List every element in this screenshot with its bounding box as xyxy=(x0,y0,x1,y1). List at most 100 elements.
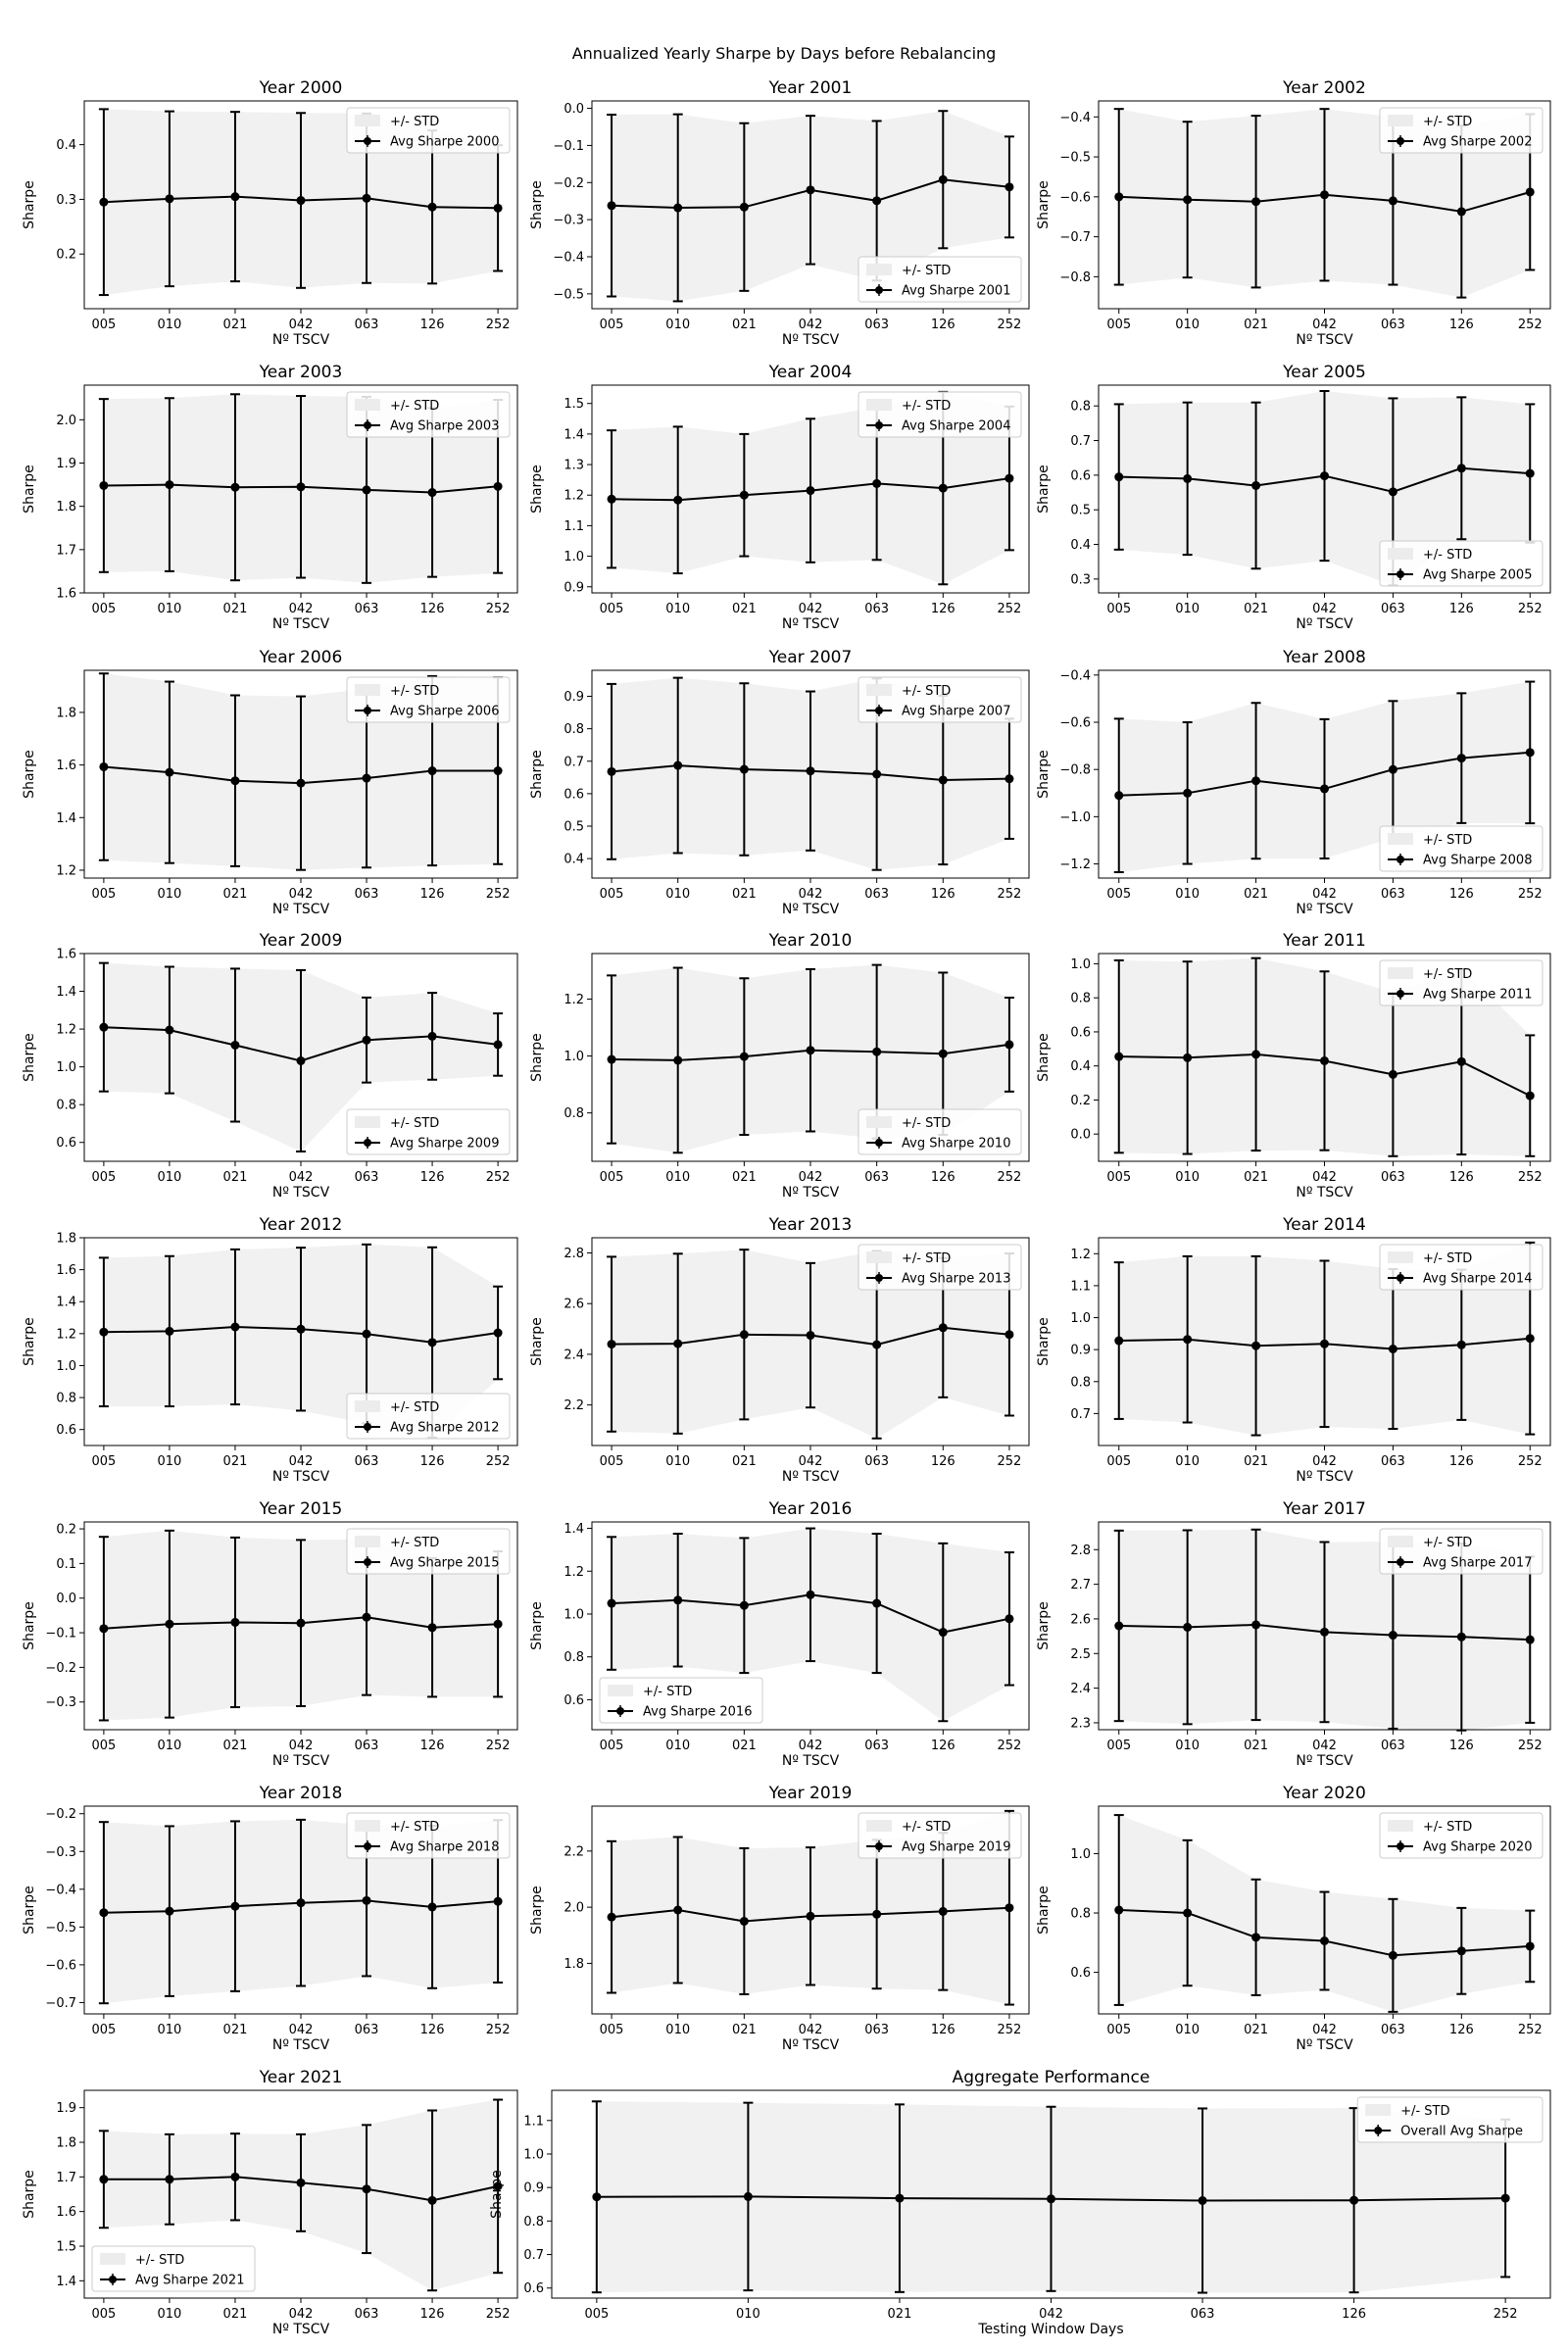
legend-box xyxy=(346,676,511,723)
legend-box xyxy=(858,676,1022,723)
legend-marker xyxy=(875,1842,883,1850)
y-tick-label: 0.7 xyxy=(1070,434,1091,449)
subplots-container: Year 2000 0.2 0.3 0.4 005 010 021 042 063 126 252 N… xyxy=(22,78,1551,2337)
x-tick-label: 010 xyxy=(736,2307,760,2322)
legend-marker xyxy=(875,286,883,294)
y-tick-label: 1.9 xyxy=(56,2101,76,2116)
y-tick-label: 0.6 xyxy=(523,2281,544,2296)
data-point xyxy=(1183,1053,1193,1062)
y-tick-label: 1.2 xyxy=(564,1565,584,1580)
x-tick-label: 021 xyxy=(223,2307,248,2322)
x-tick-label: 063 xyxy=(355,2023,379,2037)
data-point xyxy=(1004,473,1014,483)
data-point xyxy=(739,202,749,212)
subplot-title: Year 2012 xyxy=(259,1215,343,1235)
legend-std-label: +/- STD xyxy=(1423,548,1472,563)
data-point xyxy=(1004,182,1014,192)
data-point xyxy=(99,2175,109,2184)
x-tick-label: 005 xyxy=(91,1739,116,1753)
legend-std-label: +/- STD xyxy=(902,1251,951,1266)
x-tick-label: 021 xyxy=(223,887,248,902)
data-point xyxy=(1183,473,1193,483)
y-tick-label: 2.4 xyxy=(564,1348,584,1362)
x-tick-label: 042 xyxy=(1312,1739,1337,1753)
data-point xyxy=(427,202,437,212)
data-point xyxy=(673,495,683,505)
y-tick-label: 0.7 xyxy=(1070,1407,1091,1422)
x-tick-label: 063 xyxy=(355,1739,379,1753)
x-tick-label: 005 xyxy=(91,1454,116,1469)
y-tick-label: −0.3 xyxy=(45,1695,76,1710)
legend: +/- STD Avg Sharpe 2020 xyxy=(1379,1812,1544,1859)
subplot-title: Aggregate Performance xyxy=(953,2068,1151,2087)
legend-box xyxy=(858,1244,1022,1291)
y-tick-label: −0.6 xyxy=(1059,716,1091,731)
subplot-title: Year 2015 xyxy=(259,1499,343,1519)
x-tick-label: 063 xyxy=(355,1170,379,1185)
subplot-year: Year 2007 0.4 0.5 0.6 0.7 0.8 0.9 005 010 021 042 0… xyxy=(529,648,1030,917)
data-point xyxy=(165,480,174,490)
x-axis-label: Nº TSCV xyxy=(1296,1185,1353,1200)
y-tick-label: 0.7 xyxy=(523,2248,544,2263)
y-tick-label: 0.8 xyxy=(56,1099,76,1113)
x-tick-label: 005 xyxy=(91,1170,116,1185)
x-tick-label: 042 xyxy=(289,1454,314,1469)
data-point xyxy=(493,766,503,776)
legend-series-label: Avg Sharpe 2017 xyxy=(1423,1556,1532,1571)
data-point xyxy=(739,1916,749,1926)
data-point xyxy=(673,760,683,770)
y-tick-label: 1.8 xyxy=(56,2136,76,2151)
y-tick-label: 0.8 xyxy=(523,2215,544,2230)
x-tick-label: 126 xyxy=(420,2023,445,2037)
subplot-year: Year 2017 2.3 2.4 2.5 2.6 2.7 2.8 005 010 021 042 0… xyxy=(1036,1499,1551,1769)
data-point xyxy=(1320,1055,1329,1065)
data-point xyxy=(673,1595,683,1605)
y-tick-label: 1.5 xyxy=(564,397,584,412)
data-point xyxy=(938,1906,948,1916)
y-tick-label: 1.4 xyxy=(564,427,584,442)
data-point xyxy=(427,2195,437,2205)
x-axis-label: Nº TSCV xyxy=(782,2037,840,2053)
x-tick-label: 252 xyxy=(998,1454,1022,1469)
legend-series-label: Overall Avg Sharpe xyxy=(1400,2125,1523,2139)
data-point xyxy=(296,778,306,788)
data-point xyxy=(1456,464,1466,473)
data-point xyxy=(673,1339,683,1348)
y-tick-label: 0.8 xyxy=(1070,992,1091,1006)
x-tick-label: 252 xyxy=(998,2023,1022,2037)
y-tick-label: 1.1 xyxy=(523,2114,544,2129)
data-point xyxy=(938,1049,948,1058)
x-tick-label: 021 xyxy=(1244,2023,1268,2037)
legend-std-label: +/- STD xyxy=(1423,833,1472,848)
legend-box xyxy=(1379,1244,1544,1291)
data-point xyxy=(165,1326,174,1336)
y-tick-label: 2.6 xyxy=(564,1298,584,1312)
data-point xyxy=(296,1898,306,1908)
y-tick-label: 0.3 xyxy=(56,193,76,208)
data-point xyxy=(1388,196,1397,206)
y-axis-label: Sharpe xyxy=(22,1886,37,1935)
subplot-year: Year 2003 1.6 1.7 1.8 1.9 2.0 005 010 021 042 063 1… xyxy=(22,363,518,632)
x-tick-label: 126 xyxy=(1449,1170,1474,1185)
data-point xyxy=(806,486,815,496)
x-tick-label: 252 xyxy=(1518,318,1543,332)
y-tick-label: 2.8 xyxy=(1070,1544,1091,1558)
subplot-year: Year 2019 1.8 2.0 2.2 005 010 021 042 063 126 252 N… xyxy=(529,1784,1030,2053)
legend-std-swatch xyxy=(866,399,892,411)
x-tick-label: 005 xyxy=(1106,318,1131,332)
x-tick-label: 005 xyxy=(584,2307,609,2322)
x-tick-label: 252 xyxy=(1518,1739,1543,1753)
y-tick-label: 2.2 xyxy=(564,1398,584,1413)
legend-std-label: +/- STD xyxy=(390,1536,439,1550)
data-point xyxy=(1456,207,1466,217)
data-point xyxy=(1183,195,1193,205)
y-axis-label: Sharpe xyxy=(489,2170,505,2219)
subplot-year: Year 2020 0.6 0.8 1.0 005 010 021 042 063 126 252 N… xyxy=(1036,1784,1551,2053)
data-point xyxy=(1320,471,1329,481)
legend-box xyxy=(1379,1528,1544,1575)
y-tick-label: 1.2 xyxy=(56,863,76,878)
data-point xyxy=(607,766,616,776)
y-tick-label: 0.8 xyxy=(564,1106,584,1121)
legend-marker xyxy=(364,421,371,429)
y-tick-label: −0.8 xyxy=(1059,270,1091,285)
